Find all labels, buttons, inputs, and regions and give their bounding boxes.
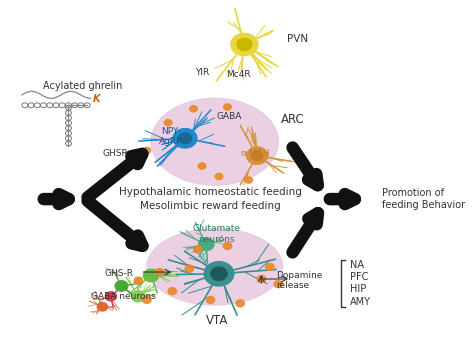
- Text: Mesolimbic reward feeding: Mesolimbic reward feeding: [140, 201, 281, 211]
- Circle shape: [168, 288, 177, 295]
- Circle shape: [144, 269, 159, 282]
- Text: NPY
AgRP: NPY AgRP: [158, 127, 182, 146]
- Circle shape: [134, 277, 143, 284]
- Circle shape: [223, 243, 232, 250]
- Text: Dopamine
release: Dopamine release: [276, 271, 323, 291]
- Circle shape: [265, 263, 274, 270]
- Circle shape: [237, 38, 252, 50]
- Text: Hypothalamic homeostatic feeding: Hypothalamic homeostatic feeding: [119, 187, 302, 197]
- Circle shape: [143, 297, 151, 303]
- Text: Mc4R: Mc4R: [226, 70, 250, 78]
- Circle shape: [211, 267, 227, 281]
- Circle shape: [245, 177, 253, 183]
- Circle shape: [173, 128, 197, 148]
- Ellipse shape: [147, 229, 283, 305]
- Ellipse shape: [151, 98, 278, 185]
- Text: α-MSH: α-MSH: [240, 149, 270, 158]
- Text: PVN: PVN: [287, 34, 308, 44]
- Circle shape: [231, 33, 258, 55]
- Text: Glutamate
neurons: Glutamate neurons: [193, 224, 241, 244]
- Circle shape: [179, 133, 191, 144]
- Circle shape: [97, 303, 108, 311]
- Circle shape: [246, 147, 268, 164]
- Text: VTA: VTA: [206, 314, 228, 327]
- Text: Acylated ghrelin: Acylated ghrelin: [43, 81, 122, 91]
- Circle shape: [251, 151, 263, 160]
- Circle shape: [224, 104, 231, 110]
- Text: NA: NA: [350, 260, 365, 270]
- Circle shape: [193, 246, 202, 253]
- Circle shape: [198, 163, 206, 169]
- Circle shape: [215, 173, 223, 180]
- Circle shape: [236, 300, 245, 307]
- Circle shape: [132, 291, 145, 302]
- Text: GABA neurons: GABA neurons: [91, 292, 156, 301]
- Circle shape: [190, 106, 197, 112]
- Circle shape: [164, 120, 172, 126]
- Circle shape: [115, 281, 128, 291]
- Text: K: K: [93, 94, 100, 104]
- Circle shape: [143, 147, 151, 154]
- Circle shape: [199, 238, 214, 251]
- Text: HIP: HIP: [350, 285, 366, 294]
- Text: GHS-R: GHS-R: [105, 269, 134, 278]
- Circle shape: [257, 276, 265, 282]
- Circle shape: [204, 262, 234, 286]
- Circle shape: [155, 269, 164, 276]
- Circle shape: [274, 281, 283, 288]
- Circle shape: [206, 297, 215, 303]
- Text: GABA: GABA: [217, 112, 242, 121]
- Text: Promotion of
feeding Behavior: Promotion of feeding Behavior: [382, 188, 465, 210]
- Text: AMY: AMY: [350, 297, 371, 306]
- Text: PFC: PFC: [350, 272, 369, 282]
- Circle shape: [105, 292, 117, 301]
- Text: ARC: ARC: [281, 113, 305, 126]
- Circle shape: [185, 265, 193, 272]
- Text: YIR: YIR: [195, 68, 209, 77]
- Text: GHSR: GHSR: [102, 149, 128, 158]
